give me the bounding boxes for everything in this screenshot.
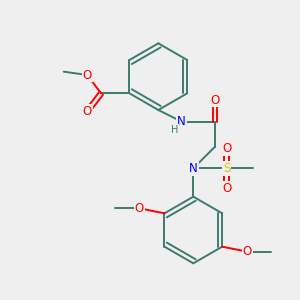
Text: O: O xyxy=(243,245,252,258)
Text: S: S xyxy=(223,162,230,175)
Text: H: H xyxy=(171,125,178,135)
Text: O: O xyxy=(82,68,92,82)
Text: O: O xyxy=(222,142,231,155)
Text: O: O xyxy=(82,105,92,118)
Text: O: O xyxy=(135,202,144,215)
Text: N: N xyxy=(177,115,186,128)
Text: O: O xyxy=(222,182,231,195)
Text: N: N xyxy=(189,162,198,175)
Text: O: O xyxy=(210,94,220,106)
